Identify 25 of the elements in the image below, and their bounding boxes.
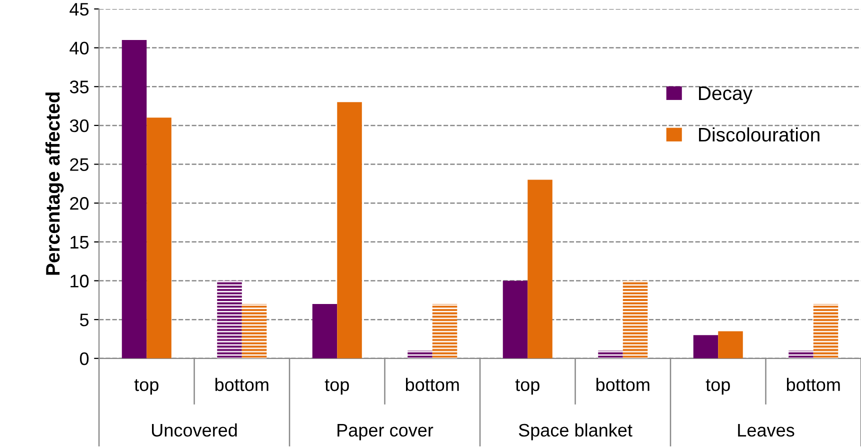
x-tick-label: bottom [596, 378, 650, 392]
text: Uncovered [152, 423, 237, 437]
y-tick-label: 10 [70, 274, 89, 288]
y-tick-label: 5 [80, 314, 89, 326]
x-tick-label: top [706, 379, 730, 395]
y-tick-label: 35 [70, 80, 89, 94]
text: Paper cover [338, 424, 434, 440]
x-tick-label: top [134, 379, 158, 395]
text: Space blanket [518, 423, 632, 440]
y-tick-label: 30 [70, 119, 89, 132]
x-tick-label: bottom [215, 378, 268, 392]
y-axis-title: Percentage affected [45, 92, 64, 275]
y-tick-label: 15 [70, 236, 89, 249]
x-tick-label: top [515, 379, 540, 395]
x-tick-label: bottom [786, 378, 840, 392]
y-tick-label: 0 [80, 352, 89, 366]
y-tick-label: 20 [70, 197, 89, 210]
y-tick-label: 25 [70, 158, 89, 171]
legend-label: Discolouration [699, 127, 820, 142]
y-tick-label: 40 [70, 42, 89, 55]
x-tick-label: top [324, 379, 349, 395]
x-tick-label: bottom [406, 378, 459, 392]
y-tick-label: 45 [70, 3, 89, 16]
text: Leaves [738, 424, 794, 437]
legend-label: Decay [699, 86, 753, 104]
